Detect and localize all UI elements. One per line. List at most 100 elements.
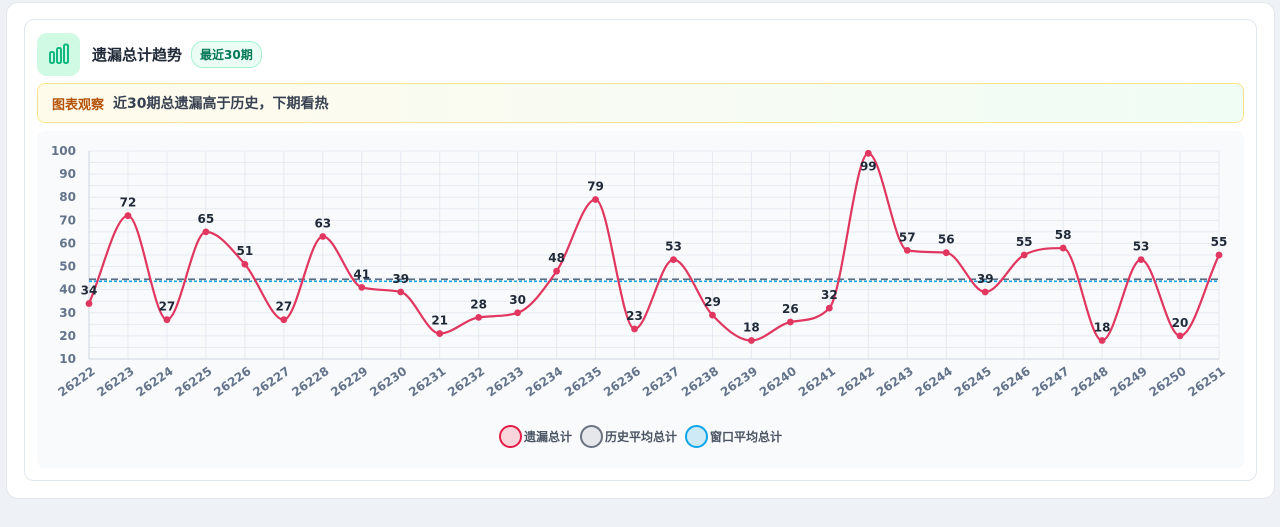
y-tick-label: 80 [59,190,76,204]
x-tick-label: 26227 [250,364,292,399]
x-tick-label: 26234 [523,364,565,399]
data-label: 21 [431,314,448,328]
insight-tag: 图表观察 [52,97,105,113]
data-point [553,267,560,275]
data-label: 28 [470,297,487,311]
data-label: 53 [1133,240,1150,254]
x-tick-label: 26241 [796,364,838,399]
data-point [1215,251,1223,259]
y-tick-label: 30 [59,306,76,320]
y-tick-label: 100 [51,144,76,158]
data-point [1176,332,1184,340]
x-tick-label: 26247 [1030,364,1072,399]
legend-swatch [498,425,522,448]
y-tick-label: 60 [59,236,76,250]
x-tick-label: 26237 [640,364,682,399]
line-chart: 1020304050607080901002622226223262242622… [51,144,1228,399]
data-label: 20 [1172,316,1189,330]
data-point [786,318,794,326]
x-tick-label: 26249 [1108,364,1150,399]
x-tick-label: 26223 [94,364,136,399]
data-label: 53 [665,240,682,254]
x-tick-label: 26222 [55,364,97,399]
data-label: 65 [198,212,215,226]
x-tick-label: 26228 [289,364,331,399]
x-tick-label: 26230 [367,364,409,399]
data-point [670,256,677,264]
data-point [942,249,950,257]
data-label: 51 [237,244,254,258]
data-point [163,316,171,324]
legend-swatch [685,425,708,448]
data-label: 72 [120,196,137,210]
data-point [709,311,716,319]
x-tick-label: 26242 [835,364,877,399]
data-label: 27 [275,300,292,314]
data-point [592,196,599,203]
x-tick-label: 26231 [406,364,448,399]
x-tick-label: 26243 [874,364,916,399]
x-tick-label: 26225 [172,364,214,399]
data-point [1137,256,1145,264]
legend-item[interactable]: 历史平均总计 [579,425,677,448]
data-point [1059,244,1067,252]
data-label: 39 [392,272,409,286]
data-point [202,228,210,236]
data-label: 99 [860,159,877,173]
data-label: 29 [704,295,721,309]
x-tick-label: 26232 [445,364,487,399]
data-label: 27 [159,300,176,314]
data-point [864,149,872,157]
x-tick-label: 26224 [133,364,175,399]
data-point [358,283,366,291]
legend-item[interactable]: 窗口平均总计 [685,425,782,448]
series-line-遗漏总计 [87,152,1220,342]
x-tick-label: 26229 [328,364,370,399]
data-label: 18 [1094,321,1111,335]
y-tick-label: 40 [59,283,76,297]
data-label: 18 [743,321,760,335]
chart-area: 10 20 30 40 50 60 70 80 90 100 26222 26223 26224 2622… [37,131,1244,468]
data-label: 30 [509,293,526,307]
data-point [319,233,327,240]
data-label: 23 [626,309,643,323]
legend-label: 遗漏总计 [523,430,572,444]
data-point [748,337,755,344]
data-label: 79 [587,180,604,194]
data-label: 55 [1016,235,1033,249]
data-point [475,314,483,321]
x-tick-label: 26240 [757,364,799,399]
y-tick-label: 50 [59,260,76,274]
x-tick-label: 26239 [718,364,760,399]
x-tick-label: 26226 [211,364,253,399]
data-label: 48 [548,251,565,265]
x-tick-label: 26238 [679,364,721,399]
data-label: 26 [782,302,799,316]
card-header: 遗漏总计趋势 最近30期 [37,32,262,76]
data-label: 56 [938,233,955,247]
data-label: 58 [1055,228,1072,242]
data-point [1098,337,1106,344]
data-point [280,316,288,324]
y-tick-label: 20 [59,329,76,343]
data-label: 39 [977,272,994,286]
x-tick-label: 26251 [1185,364,1227,399]
data-point [397,288,405,296]
x-tick-label: 26248 [1069,364,1111,399]
x-tick-label: 26246 [991,364,1033,399]
x-tick-label: 26245 [952,364,994,399]
x-tick-label: 26244 [913,364,955,399]
data-point [825,304,833,312]
x-tick-label: 26236 [601,364,643,399]
data-point [514,309,522,317]
x-tick-label: 26235 [562,364,604,399]
legend-item[interactable]: 遗漏总计 [498,425,572,448]
x-tick-label: 26250 [1147,364,1189,399]
data-point [1020,251,1028,259]
data-point [903,246,911,254]
y-tick-label: 90 [59,167,76,181]
data-point [436,330,444,337]
data-label: 55 [1211,235,1228,249]
data-label: 41 [353,267,370,281]
y-tick-label: 70 [59,213,76,227]
